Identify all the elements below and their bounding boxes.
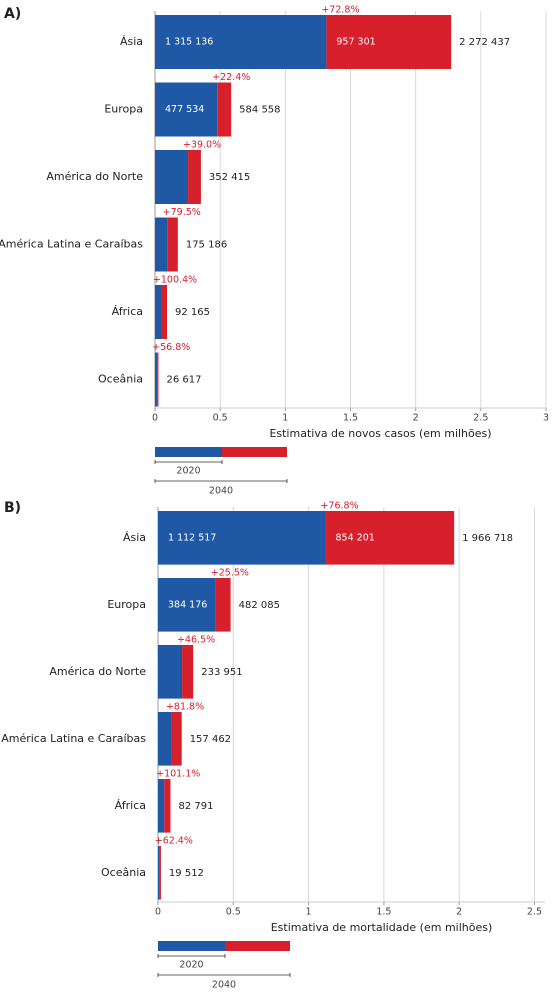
legend-label: 2020: [176, 466, 200, 477]
bar-segment: [158, 578, 216, 632]
category-label: Europa: [107, 598, 146, 611]
x-tick-label: 1: [306, 907, 312, 918]
bar-segment: [155, 285, 161, 339]
bar-segment: [159, 846, 161, 900]
bar-segment: [158, 779, 165, 833]
total-label: 482 085: [239, 600, 280, 611]
bar-segment: [155, 15, 327, 69]
x-tick-label: 2: [456, 907, 462, 918]
legend-swatch: [222, 447, 287, 457]
x-tick-label: 0.5: [226, 907, 241, 918]
bar-segment: [158, 511, 326, 565]
bar-segment: [158, 712, 172, 766]
growth-label: +22.4%: [212, 72, 250, 83]
bar-segment: [158, 846, 160, 900]
legend-label: 2040: [212, 980, 236, 991]
bar-segment: [182, 645, 194, 699]
total-label: 233 951: [201, 667, 242, 678]
growth-label: +79.5%: [163, 207, 201, 218]
legend-bracket: [154, 460, 223, 464]
total-label: 352 415: [209, 172, 250, 183]
category-label: América Latina e Caraíbas: [0, 238, 143, 251]
bar-segment: [217, 82, 232, 137]
x-tick-label: 1.5: [376, 907, 391, 918]
total-label: 19 512: [169, 868, 204, 879]
x-tick-label: 2.5: [473, 413, 488, 424]
growth-label: +46.5%: [177, 635, 215, 646]
category-label: Oceânia: [101, 866, 146, 879]
growth-label: +56.8%: [152, 342, 190, 353]
bar-segment: [167, 217, 178, 272]
legend-bracket: [157, 973, 291, 977]
growth-label: +100.4%: [153, 275, 197, 286]
growth-label: +76.8%: [320, 501, 358, 512]
category-label: América Latina e Caraíbas: [1, 732, 146, 745]
category-label: Oceânia: [98, 373, 143, 386]
segment-label: 1 315 136: [165, 37, 213, 48]
segment-label: 477 534: [165, 104, 204, 115]
segment-label: 384 176: [168, 599, 207, 610]
total-label: 92 165: [175, 307, 210, 318]
x-tick-label: 3: [543, 413, 549, 424]
total-label: 1 966 718: [462, 533, 513, 544]
category-label: América do Norte: [49, 665, 146, 678]
x-axis-label: Estimativa de mortalidade (em milhões): [271, 921, 493, 934]
x-tick-label: 0: [155, 907, 161, 918]
growth-label: +101.1%: [156, 769, 200, 780]
x-tick-label: 2.5: [527, 907, 542, 918]
category-label: Europa: [104, 103, 143, 116]
bar-segment: [155, 150, 189, 204]
panel-label: A): [4, 6, 21, 22]
total-label: 82 791: [178, 801, 213, 812]
segment-label: 854 201: [336, 532, 375, 543]
x-axis-label: Estimativa de novos casos (em milhões): [269, 427, 491, 440]
bar-segment: [171, 712, 182, 766]
bar-segment: [155, 82, 218, 137]
total-label: 175 186: [186, 240, 227, 251]
growth-label: +62.4%: [155, 836, 193, 847]
legend-bracket: [154, 479, 288, 483]
segment-label: 957 301: [336, 37, 375, 48]
category-label: Ásia: [120, 35, 143, 48]
panel-label: B): [4, 500, 21, 516]
total-label: 26 617: [166, 375, 201, 386]
category-label: África: [112, 305, 143, 318]
legend-swatch: [225, 941, 290, 951]
bar-segment: [164, 779, 171, 833]
category-label: América do Norte: [46, 170, 143, 183]
legend-swatch: [158, 941, 225, 951]
bar-segment: [188, 150, 201, 204]
bar-segment: [326, 15, 452, 69]
growth-label: +72.8%: [321, 5, 359, 16]
legend-bracket: [157, 954, 226, 958]
x-tick-label: 0: [152, 413, 158, 424]
x-tick-label: 1: [282, 413, 288, 424]
category-label: África: [115, 799, 146, 812]
total-label: 2 272 437: [459, 37, 510, 48]
growth-label: +25.5%: [211, 568, 249, 579]
total-label: 584 558: [239, 105, 280, 116]
bar-segment: [158, 645, 183, 699]
x-tick-label: 2: [413, 413, 419, 424]
legend-swatch: [155, 447, 222, 457]
growth-label: +39.0%: [183, 140, 221, 151]
growth-label: +81.8%: [166, 702, 204, 713]
bar-segment: [155, 352, 158, 407]
category-label: Ásia: [123, 531, 146, 544]
bar-segment: [155, 217, 168, 272]
bar-segment: [157, 352, 159, 407]
bar-segment: [215, 578, 231, 632]
legend-label: 2020: [179, 960, 203, 971]
bar-segment: [160, 285, 168, 339]
legend-label: 2040: [209, 486, 233, 497]
total-label: 157 462: [190, 734, 231, 745]
bar-segment: [325, 511, 455, 565]
segment-label: 1 112 517: [168, 532, 216, 543]
x-tick-label: 0.5: [213, 413, 228, 424]
x-tick-label: 1.5: [343, 413, 358, 424]
